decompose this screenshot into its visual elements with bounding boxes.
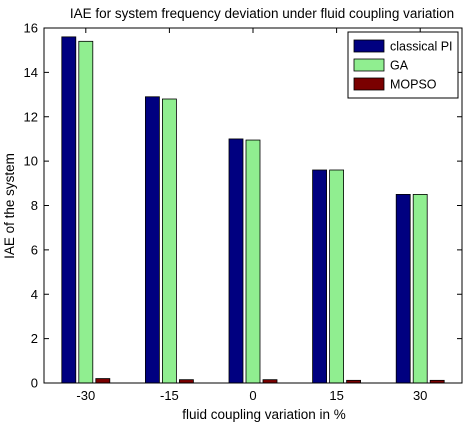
legend-entry-label: GA bbox=[390, 59, 409, 73]
y-tick-label: 16 bbox=[24, 21, 38, 36]
y-tick-label: 10 bbox=[24, 154, 38, 169]
bar-ga bbox=[161, 98, 177, 384]
x-tick-label: -15 bbox=[160, 388, 179, 403]
x-tick-label: -30 bbox=[76, 388, 95, 403]
x-axis-label: fluid coupling variation in % bbox=[182, 407, 346, 422]
chart-title: IAE for system frequency deviation under… bbox=[70, 6, 454, 21]
legend: classical PI GA MOPSO bbox=[347, 31, 459, 99]
x-tick-label: 0 bbox=[249, 388, 256, 403]
legend-swatch bbox=[353, 39, 385, 53]
bar-classical-pi bbox=[312, 169, 328, 384]
legend-swatch bbox=[353, 77, 385, 91]
bar-classical-pi bbox=[61, 36, 77, 384]
y-tick-label: 4 bbox=[31, 287, 38, 302]
x-tick-label: 15 bbox=[329, 388, 343, 403]
plot-area: 0 2 4 6 8 10 12 14 16 -30 -15 0 15 30 bbox=[24, 21, 462, 403]
x-tick-label: 30 bbox=[413, 388, 427, 403]
bar-ga bbox=[78, 40, 94, 384]
y-tick-label: 0 bbox=[31, 376, 38, 391]
y-tick-label: 12 bbox=[24, 109, 38, 124]
bar-classical-pi bbox=[144, 96, 160, 384]
bar-classical-pi bbox=[228, 138, 244, 384]
bar-classical-pi bbox=[395, 194, 411, 384]
legend-swatch bbox=[353, 58, 385, 72]
plot-frame bbox=[43, 27, 463, 384]
legend-entry-label: MOPSO bbox=[390, 78, 437, 92]
bar-mopso bbox=[95, 378, 111, 384]
legend-entry-label: classical PI bbox=[390, 40, 453, 54]
bar-ga bbox=[245, 139, 261, 384]
y-tick-label: 2 bbox=[31, 331, 38, 346]
y-axis-label: IAE of the system bbox=[2, 153, 17, 259]
y-tick-label: 8 bbox=[31, 198, 38, 213]
y-tick-label: 6 bbox=[31, 242, 38, 257]
y-tick-label: 14 bbox=[24, 65, 38, 80]
bar-ga bbox=[412, 194, 428, 384]
bar-ga bbox=[329, 169, 345, 384]
